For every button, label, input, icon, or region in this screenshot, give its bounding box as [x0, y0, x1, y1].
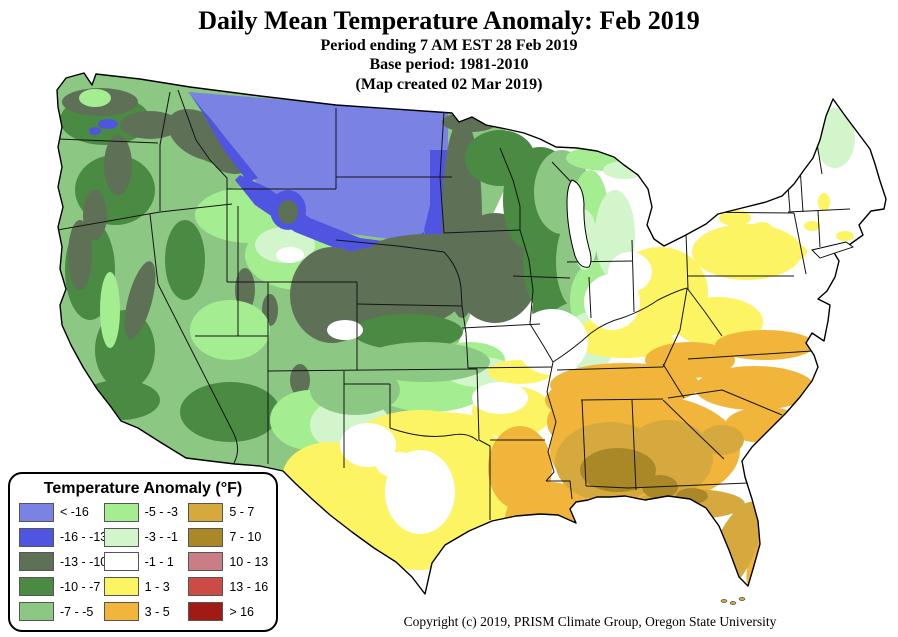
copyright-text: Copyright (c) 2019, PRISM Climate Group,… — [403, 614, 777, 629]
legend-swatch — [103, 552, 139, 572]
legend-item: 10 - 13 — [188, 551, 269, 574]
legend-label: 7 - 10 — [229, 530, 262, 545]
legend-item: 1 - 3 — [103, 575, 183, 598]
legend-item: 13 - 16 — [188, 575, 269, 598]
region-black-hills-olive — [278, 200, 298, 224]
legend-label: 1 - 3 — [144, 579, 170, 594]
legend-item: -1 - 1 — [103, 551, 183, 574]
region-white-patches — [276, 247, 652, 594]
legend-title: Temperature Anomaly (°F) — [43, 480, 243, 497]
legend-label: -3 - -1 — [144, 530, 178, 545]
legend-grid: < -16 -16 - -13 -13 - -10 -10 - -7 -7 - … — [19, 501, 269, 623]
legend-swatch — [188, 502, 224, 522]
legend-swatch — [103, 502, 139, 522]
legend-item: > 16 — [188, 600, 267, 623]
legend-box: Temperature Anomaly (°F) < -16 -16 - -13… — [8, 472, 278, 632]
legend-item: -13 - -10 — [19, 551, 107, 574]
legend-label: 13 - 16 — [229, 579, 269, 594]
legend-swatch — [188, 577, 224, 597]
legend-item: 7 - 10 — [188, 526, 267, 549]
legend-label: -7 - -5 — [60, 604, 94, 619]
legend-label: -10 - -7 — [60, 579, 101, 594]
legend-swatch — [188, 602, 224, 622]
lake-michigan — [566, 179, 592, 268]
florida-keys — [720, 597, 746, 605]
legend-label: < -16 — [60, 505, 89, 520]
us-outline — [56, 72, 887, 595]
legend-item: < -16 — [19, 501, 98, 524]
long-island — [811, 241, 854, 259]
legend-label: -13 - -10 — [60, 554, 108, 569]
legend-swatch — [103, 602, 139, 622]
legend-label: -1 - 1 — [144, 554, 174, 569]
legend-item: -7 - -5 — [19, 600, 98, 623]
legend-item: -5 - -3 — [103, 501, 183, 524]
legend-item: 5 - 7 — [188, 501, 267, 524]
legend-swatch — [19, 602, 54, 622]
legend-label: > 16 — [229, 604, 255, 619]
legend-label: -16 - -13 — [60, 530, 108, 545]
legend-label: 5 - 7 — [229, 505, 255, 520]
legend-swatch — [188, 552, 224, 572]
region-periwinkle-blue — [188, 92, 448, 240]
legend-swatch — [19, 552, 54, 572]
legend-swatch — [103, 527, 139, 547]
legend-label: 3 - 5 — [144, 604, 170, 619]
region-tan — [555, 420, 763, 594]
legend-item: -3 - -1 — [103, 526, 183, 549]
legend-item: -10 - -7 — [19, 575, 101, 598]
legend-swatch — [19, 502, 54, 522]
legend-swatch — [103, 577, 139, 597]
legend-item: -16 - -13 — [19, 526, 107, 549]
legend-item: 3 - 5 — [103, 600, 183, 623]
legend-swatch — [19, 527, 54, 547]
legend-swatch — [19, 577, 54, 597]
legend-label: -5 - -3 — [144, 505, 178, 520]
legend-swatch — [188, 527, 224, 547]
legend-label: 10 - 13 — [229, 554, 269, 569]
